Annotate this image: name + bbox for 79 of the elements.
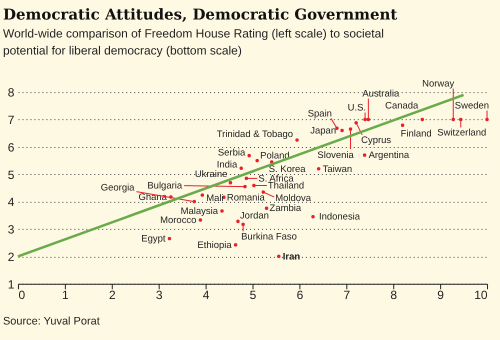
point <box>264 206 268 210</box>
x-tick-label: 0 <box>18 288 26 302</box>
data-label: Cyprus <box>361 134 392 146</box>
point <box>316 167 320 171</box>
x-tick-label: 1 <box>62 288 70 302</box>
data-label: U.S. <box>348 102 366 114</box>
data-label: Morocco <box>160 214 196 226</box>
data-label: Australia <box>362 88 400 100</box>
data-label: Zambia <box>270 203 302 214</box>
data-label: Finland <box>400 128 432 140</box>
data-label: Switzerland <box>437 128 486 138</box>
data-label: Norway <box>422 78 455 90</box>
x-tick-label: 3 <box>156 288 163 302</box>
data-label: Trinidad & Tobago <box>216 129 294 140</box>
x-tick-label: 9 <box>437 288 444 302</box>
data-label: Indonesia <box>318 212 361 223</box>
data-label: Egypt <box>141 234 166 245</box>
data-label: Sweden <box>454 100 490 112</box>
data-label: Malaysia <box>180 206 219 217</box>
point <box>247 154 251 158</box>
point <box>240 166 243 170</box>
data-label: Canada <box>385 100 420 112</box>
point <box>255 158 259 162</box>
y-tick-label: 6 <box>8 140 15 154</box>
point <box>198 218 202 222</box>
point <box>277 254 280 258</box>
data-label: S. Korea <box>268 164 306 175</box>
point <box>200 193 204 197</box>
data-label: Iran <box>282 251 300 262</box>
point <box>234 243 238 247</box>
x-tick-label: 2 <box>108 288 116 302</box>
chart-title: Democratic Attitudes, Democratic Government <box>2 6 398 24</box>
point <box>220 209 224 213</box>
data-label: Thailand <box>268 180 304 192</box>
data-label: Ghana <box>138 192 168 203</box>
point <box>340 128 344 132</box>
x-tick-label: 5 <box>250 288 257 302</box>
data-label: Slovenia <box>317 150 354 162</box>
data-label: Poland <box>260 150 290 162</box>
data-label: Serbia <box>218 148 246 159</box>
data-label: India <box>216 159 238 170</box>
point <box>354 121 358 125</box>
y-tick-label: 8 <box>8 86 15 100</box>
point <box>236 220 240 224</box>
point <box>168 236 172 240</box>
point <box>311 214 315 218</box>
point <box>270 160 274 164</box>
data-label: Burkina Faso <box>241 231 297 242</box>
chart-subtitle: World-wide comparison of Freedom House Rating (left scale) to societal potential for liberal democracy (bottom scale) <box>2 26 384 58</box>
data-label: Japan <box>310 125 336 136</box>
data-label: Romania <box>226 192 266 204</box>
x-tick-label: 8 <box>390 288 398 302</box>
data-label: Georgia <box>100 182 136 194</box>
data-label: Jordan <box>240 210 269 222</box>
y-tick-label: 7 <box>8 113 15 128</box>
data-label: Moldova <box>275 193 312 204</box>
x-tick-label: 7 <box>343 288 350 302</box>
y-tick-label: 4 <box>8 195 15 210</box>
point <box>362 153 366 157</box>
source-note: Source: Yuval Porat <box>2 316 100 328</box>
x-tick-label: 10 <box>474 288 488 302</box>
point <box>400 124 404 128</box>
data-label: Argentina <box>368 150 410 162</box>
data-label: Ethiopia <box>197 240 232 251</box>
y-tick-label: 1 <box>8 277 15 292</box>
point <box>295 138 299 142</box>
x-tick-label: 4 <box>202 288 210 302</box>
x-tick-label: 6 <box>296 288 304 302</box>
y-tick-label: 3 <box>8 222 15 237</box>
data-label: Taiwan <box>322 164 352 175</box>
data-label: Spain <box>308 108 332 120</box>
point <box>420 118 424 122</box>
y-tick-label: 2 <box>8 250 15 264</box>
data-label: Mali <box>206 193 224 204</box>
data-label: Bulgaria <box>147 180 183 192</box>
point <box>244 176 248 180</box>
y-tick-label: 5 <box>8 168 15 182</box>
data-label: Ukraine <box>194 168 228 180</box>
point <box>228 181 232 184</box>
